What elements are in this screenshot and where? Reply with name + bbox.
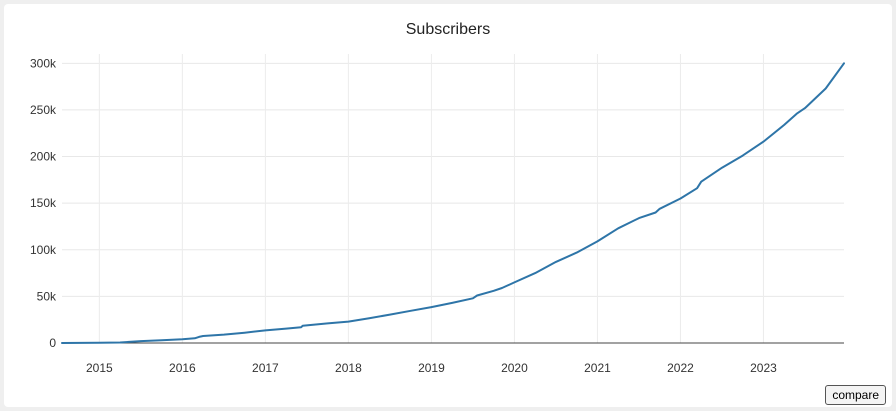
y-tick-label: 100k: [30, 243, 57, 257]
y-tick-label: 50k: [37, 289, 57, 303]
y-tick-label: 250k: [30, 103, 57, 117]
y-tick-label: 150k: [30, 196, 57, 210]
compare-button[interactable]: compare: [825, 385, 886, 405]
x-tick-label: 2023: [750, 361, 777, 375]
series-line: [61, 62, 845, 344]
series: [61, 62, 845, 344]
x-tick-label: 2022: [667, 361, 694, 375]
y-tick-label: 300k: [30, 56, 57, 70]
y-tick-label: 200k: [30, 150, 57, 164]
x-tick-label: 2016: [169, 361, 196, 375]
axes: 0 50k 100k 150k 200k 250k 300k 2015 2016 2017 2018…: [30, 56, 844, 375]
x-tick-label: 2015: [86, 361, 113, 375]
subscribers-chart: 0 50k 100k 150k 200k 250k 300k 2015 2016 2017 2018…: [30, 21, 845, 375]
y-tick-label: 0: [49, 336, 56, 350]
x-tick-label: 2018: [335, 361, 362, 375]
x-tick-label: 2019: [418, 361, 445, 375]
x-tick-label: 2021: [584, 361, 611, 375]
grid: [62, 54, 844, 343]
chart-title: Subscribers: [406, 21, 490, 38]
x-tick-label: 2017: [252, 361, 279, 375]
x-tick-label: 2020: [501, 361, 528, 375]
chart-panel: 0 50k 100k 150k 200k 250k 300k 2015 2016 2017 2018…: [4, 4, 892, 407]
